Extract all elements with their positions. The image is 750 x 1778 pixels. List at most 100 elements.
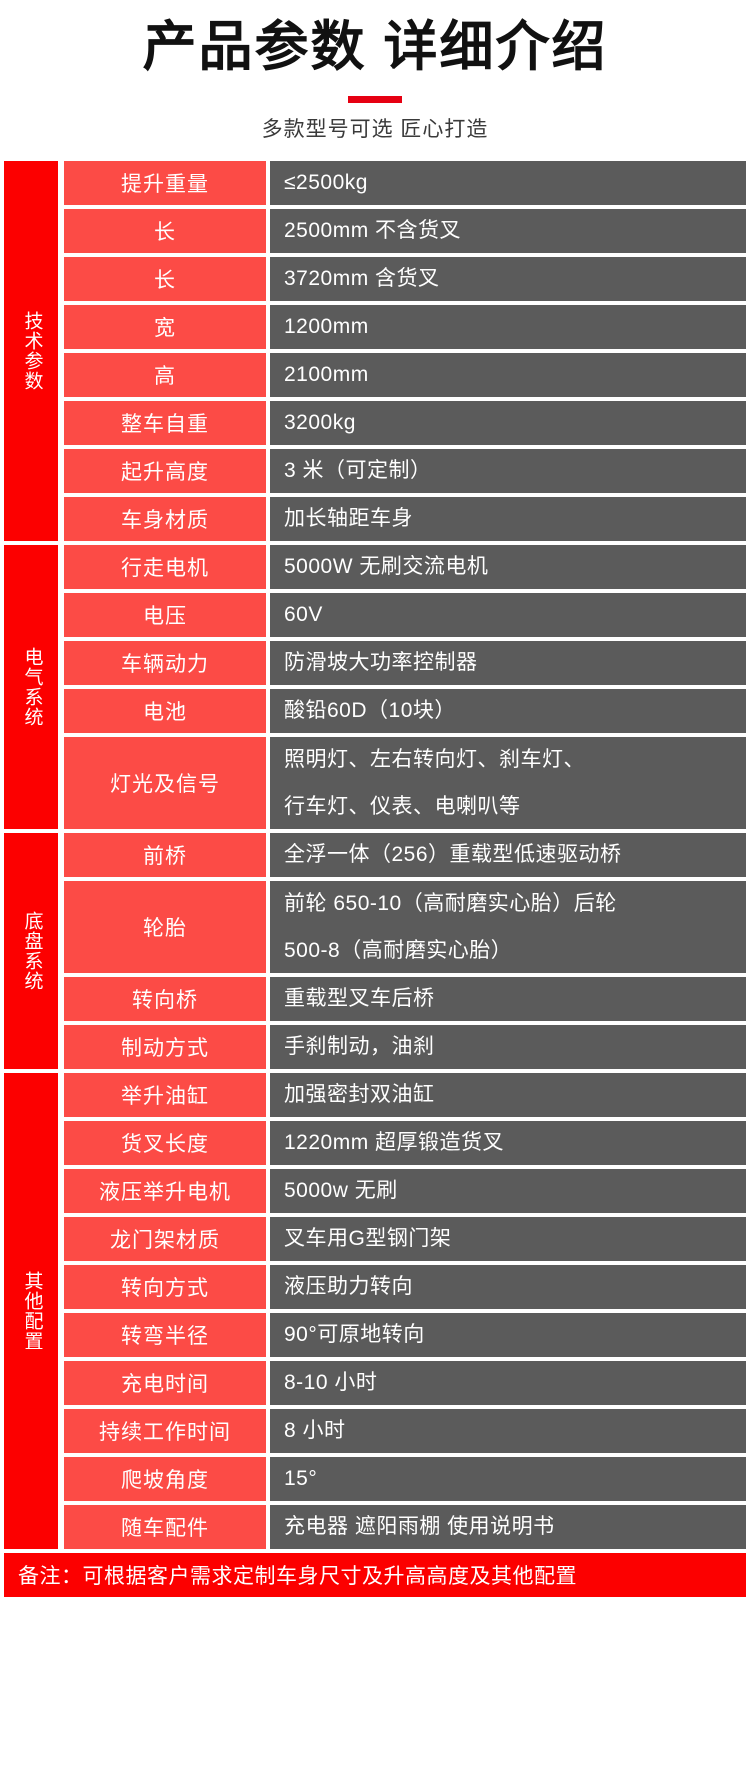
spec-value: ≤2500kg (270, 160, 746, 205)
spec-label: 转弯半径 (64, 1312, 266, 1357)
section-category-cell: 电气系统 (4, 544, 58, 829)
spec-label: 灯光及信号 (64, 736, 266, 829)
spec-label: 宽 (64, 304, 266, 349)
table-row: 转向方式 液压助力转向 (64, 1264, 746, 1309)
spec-section: 技术参数 提升重量 ≤2500kg 长 2500mm 不含货叉长 3720mm 含货叉宽 1… (4, 160, 746, 541)
spec-value-line: ≤2500kg (284, 171, 368, 195)
spec-label: 车身材质 (64, 496, 266, 541)
spec-value: 15° (270, 1456, 746, 1501)
spec-value-line: 500-8（高耐磨实心胎） (284, 938, 513, 962)
table-row: 高 2100mm (64, 352, 746, 397)
spec-value: 8-10 小时 (270, 1360, 746, 1405)
table-row: 举升油缸 加强密封双油缸 (64, 1072, 746, 1117)
spec-value-line: 手刹制动，油刹 (284, 1035, 435, 1059)
spec-value-line: 2100mm (284, 363, 369, 387)
spec-value-line: 90°可原地转向 (284, 1323, 425, 1347)
spec-value-line: 重载型叉车后桥 (284, 987, 435, 1011)
section-category-label: 底盘系统 (21, 910, 43, 991)
title-accent-rule (348, 95, 402, 103)
spec-value: 5000w 无刷 (270, 1168, 746, 1213)
spec-value-line: 前轮 650-10（高耐磨实心胎）后轮 (284, 891, 617, 915)
spec-value: 5000W 无刷交流电机 (270, 544, 746, 589)
table-row: 宽 1200mm (64, 304, 746, 349)
table-row: 行走电机 5000W 无刷交流电机 (64, 544, 746, 589)
spec-value-line: 2500mm 不含货叉 (284, 219, 462, 243)
spec-label: 充电时间 (64, 1360, 266, 1405)
spec-label: 举升油缸 (64, 1072, 266, 1117)
spec-value: 加长轴距车身 (270, 496, 746, 541)
table-row: 灯光及信号 照明灯、左右转向灯、刹车灯、 行车灯、仪表、电喇叭等 (64, 736, 746, 829)
table-row: 整车自重 3200kg (64, 400, 746, 445)
table-row: 提升重量 ≤2500kg (64, 160, 746, 205)
spec-value: 8 小时 (270, 1408, 746, 1453)
spec-section: 其他配置 举升油缸 加强密封双油缸 货叉长度 1220mm 超厚锻造货叉 液压举升电机 50… (4, 1072, 746, 1549)
spec-label: 起升高度 (64, 448, 266, 493)
spec-label: 提升重量 (64, 160, 266, 205)
table-row: 电池 酸铅60D（10块） (64, 688, 746, 733)
table-row: 车辆动力 防滑坡大功率控制器 (64, 640, 746, 685)
spec-value-line: 1220mm 超厚锻造货叉 (284, 1131, 505, 1155)
spec-label: 高 (64, 352, 266, 397)
spec-label: 电压 (64, 592, 266, 637)
table-row: 爬坡角度 15° (64, 1456, 746, 1501)
section-rows: 举升油缸 加强密封双油缸 货叉长度 1220mm 超厚锻造货叉 液压举升电机 5000w … (64, 1072, 746, 1549)
spec-value: 3200kg (270, 400, 746, 445)
spec-label: 长 (64, 208, 266, 253)
spec-value: 液压助力转向 (270, 1264, 746, 1309)
spec-value: 60V (270, 592, 746, 637)
spec-label: 转向桥 (64, 976, 266, 1021)
spec-value: 3 米（可定制） (270, 448, 746, 493)
spec-value-line: 8-10 小时 (284, 1371, 378, 1395)
spec-label: 随车配件 (64, 1504, 266, 1549)
spec-value: 3720mm 含货叉 (270, 256, 746, 301)
spec-value-line: 3 米（可定制） (284, 459, 432, 483)
table-row: 电压 60V (64, 592, 746, 637)
spec-value-line: 行车灯、仪表、电喇叭等 (284, 794, 521, 818)
spec-label: 前桥 (64, 832, 266, 877)
spec-value-line: 酸铅60D（10块） (284, 699, 456, 723)
spec-section: 电气系统 行走电机 5000W 无刷交流电机 电压 60V 车辆动力 防滑坡大功率控制器 电池… (4, 544, 746, 829)
table-row: 长 2500mm 不含货叉 (64, 208, 746, 253)
page-subtitle: 多款型号可选 匠心打造 (261, 117, 489, 141)
section-category-cell: 技术参数 (4, 160, 58, 541)
spec-value: 1200mm (270, 304, 746, 349)
spec-value-line: 5000w 无刷 (284, 1179, 398, 1203)
spec-value-line: 5000W 无刷交流电机 (284, 555, 489, 579)
section-category-label: 其他配置 (21, 1270, 43, 1351)
spec-value: 加强密封双油缸 (270, 1072, 746, 1117)
spec-value-line: 3720mm 含货叉 (284, 267, 440, 291)
spec-value-line: 60V (284, 603, 323, 627)
spec-value-line: 液压助力转向 (284, 1275, 413, 1299)
spec-value: 90°可原地转向 (270, 1312, 746, 1357)
spec-value-line: 加长轴距车身 (284, 507, 413, 531)
table-row: 液压举升电机 5000w 无刷 (64, 1168, 746, 1213)
spec-value-line: 叉车用G型钢门架 (284, 1227, 452, 1251)
spec-label: 转向方式 (64, 1264, 266, 1309)
spec-label: 轮胎 (64, 880, 266, 973)
specification-table: 技术参数 提升重量 ≤2500kg 长 2500mm 不含货叉长 3720mm 含货叉宽 1… (4, 160, 746, 1549)
spec-value: 防滑坡大功率控制器 (270, 640, 746, 685)
section-category-cell: 其他配置 (4, 1072, 58, 1549)
spec-value: 2100mm (270, 352, 746, 397)
section-category-label: 技术参数 (21, 310, 43, 391)
spec-label: 爬坡角度 (64, 1456, 266, 1501)
section-rows: 前桥 全浮一体（256）重载型低速驱动桥 轮胎 前轮 650-10（高耐磨实心胎）后轮… (64, 832, 746, 1069)
section-rows: 提升重量 ≤2500kg 长 2500mm 不含货叉长 3720mm 含货叉宽 1200m… (64, 160, 746, 541)
spec-label: 长 (64, 256, 266, 301)
table-row: 车身材质 加长轴距车身 (64, 496, 746, 541)
spec-label: 持续工作时间 (64, 1408, 266, 1453)
spec-value-line: 全浮一体（256）重载型低速驱动桥 (284, 843, 622, 867)
spec-value: 2500mm 不含货叉 (270, 208, 746, 253)
spec-value-line: 防滑坡大功率控制器 (284, 651, 478, 675)
table-row: 随车配件 充电器 遮阳雨棚 使用说明书 (64, 1504, 746, 1549)
spec-value: 全浮一体（256）重载型低速驱动桥 (270, 832, 746, 877)
spec-value-line: 3200kg (284, 411, 356, 435)
table-row: 制动方式 手刹制动，油刹 (64, 1024, 746, 1069)
table-row: 持续工作时间 8 小时 (64, 1408, 746, 1453)
spec-label: 车辆动力 (64, 640, 266, 685)
table-row: 货叉长度 1220mm 超厚锻造货叉 (64, 1120, 746, 1165)
table-row: 龙门架材质 叉车用G型钢门架 (64, 1216, 746, 1261)
spec-value-line: 15° (284, 1467, 318, 1491)
table-row: 转弯半径 90°可原地转向 (64, 1312, 746, 1357)
spec-value-line: 照明灯、左右转向灯、刹车灯、 (284, 747, 585, 771)
